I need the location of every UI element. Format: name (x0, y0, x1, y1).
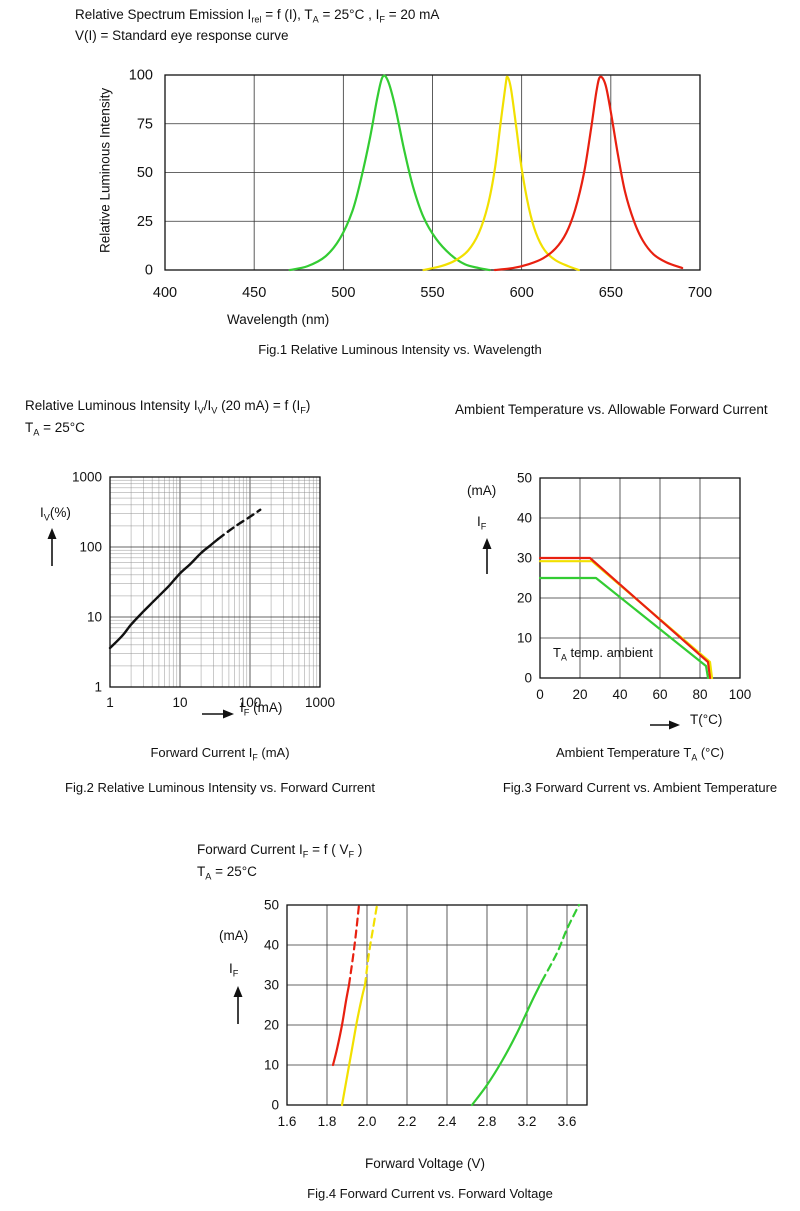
svg-text:1.6: 1.6 (278, 1114, 297, 1129)
svg-text:3.6: 3.6 (558, 1114, 577, 1129)
fig3-current-vs-temperature-chart: 0 20 40 60 80 100 0 10 20 30 40 50 (517, 471, 752, 703)
svg-text:0: 0 (271, 1098, 279, 1113)
svg-text:10: 10 (264, 1058, 279, 1073)
fig2-y-axis-up-arrow-icon (47, 528, 57, 566)
svg-text:1.8: 1.8 (318, 1114, 337, 1129)
fig3-y-axis-unit: (mA) (467, 483, 497, 498)
svg-text:2.0: 2.0 (358, 1114, 377, 1129)
svg-text:600: 600 (510, 285, 534, 301)
svg-text:80: 80 (692, 687, 707, 702)
svg-text:0: 0 (145, 263, 153, 279)
svg-text:100: 100 (129, 68, 153, 84)
fig3-y-axis-symbol: IF (477, 514, 487, 532)
svg-text:40: 40 (612, 687, 627, 702)
fig1-x-axis-label: Wavelength (nm) (227, 312, 330, 327)
svg-text:2.8: 2.8 (478, 1114, 497, 1129)
svg-text:50: 50 (137, 165, 153, 181)
svg-text:400: 400 (153, 285, 177, 301)
fig2-caption: Fig.2 Relative Luminous Intensity vs. Fo… (65, 780, 375, 795)
svg-text:3.2: 3.2 (518, 1114, 537, 1129)
fig4-caption: Fig.4 Forward Current vs. Forward Voltag… (307, 1186, 553, 1201)
svg-text:1000: 1000 (305, 695, 335, 710)
fig3-y-axis-up-arrow-icon (482, 538, 492, 574)
fig1-spectrum-chart: 400 450 500 550 600 650 700 0 25 50 75 100 (129, 68, 712, 302)
fig3-caption: Fig.3 Forward Current vs. Ambient Temper… (502, 780, 778, 795)
svg-text:20: 20 (572, 687, 587, 702)
fig3-x-axis-annotation: T(°C) (690, 712, 723, 727)
svg-text:500: 500 (331, 285, 355, 301)
fig1-title-line1: Relative Spectrum Emission Irel = f (I),… (75, 7, 440, 25)
fig4-current-vs-voltage-chart: 1.6 1.8 2.0 2.2 2.4 2.8 3.2 3.6 0 10 20 30 40 50 (264, 898, 588, 1129)
svg-text:60: 60 (652, 687, 667, 702)
fig2-luminous-vs-current-chart: 1 10 100 1000 1 10 100 1000 (72, 470, 335, 711)
fig1-title-line2: V(I) = Standard eye response curve (75, 28, 289, 43)
svg-text:700: 700 (688, 285, 712, 301)
fig2-x-axis-caption: Forward Current IF (mA) (150, 745, 290, 763)
fig4-x-axis-label: Forward Voltage (V) (364, 1156, 486, 1171)
fig3-plot-annotation: TA temp. ambient (553, 645, 653, 663)
svg-text:650: 650 (599, 285, 623, 301)
svg-text:450: 450 (242, 285, 266, 301)
fig2-x-axis-annotation: IF (mA) (240, 700, 283, 718)
svg-text:2.2: 2.2 (398, 1114, 417, 1129)
fig2-title-line2: TA = 25°C (25, 420, 85, 438)
svg-text:0: 0 (536, 687, 544, 702)
fig4-y-axis-symbol: IF (229, 961, 239, 979)
svg-text:50: 50 (517, 471, 532, 486)
fig3-x-axis-right-arrow-icon (650, 720, 680, 730)
svg-text:10: 10 (87, 610, 102, 625)
fig2-y-axis-annotation: IV(%) (40, 505, 71, 523)
svg-text:50: 50 (264, 898, 279, 913)
svg-text:100: 100 (239, 695, 262, 710)
svg-text:30: 30 (517, 551, 532, 566)
svg-text:100: 100 (729, 687, 752, 702)
fig2-title-line1: Relative Luminous Intensity IV/IV (20 mA… (25, 398, 311, 416)
fig4-y-axis-unit: (mA) (219, 928, 249, 943)
svg-text:10: 10 (172, 695, 187, 710)
svg-text:100: 100 (79, 540, 102, 555)
fig4-title-line2: TA = 25°C (197, 864, 257, 882)
svg-text:2.4: 2.4 (438, 1114, 457, 1129)
svg-text:0: 0 (524, 671, 532, 686)
fig1-caption: Fig.1 Relative Luminous Intensity vs. Wa… (258, 342, 542, 357)
fig4-y-axis-up-arrow-icon (233, 986, 243, 1024)
fig3-header: Ambient Temperature vs. Allowable Forwar… (455, 402, 768, 417)
fig3-x-axis-caption: Ambient Temperature TA (°C) (555, 745, 725, 763)
svg-text:550: 550 (420, 285, 444, 301)
svg-text:1: 1 (94, 680, 102, 695)
svg-text:30: 30 (264, 978, 279, 993)
svg-text:1: 1 (106, 695, 114, 710)
svg-text:75: 75 (137, 116, 153, 132)
svg-text:20: 20 (517, 591, 532, 606)
fig4-title-line1: Forward Current IF = f ( VF ) (197, 842, 363, 860)
fig2-x-axis-right-arrow-icon (202, 709, 234, 719)
svg-text:25: 25 (137, 214, 153, 230)
svg-text:1000: 1000 (72, 470, 102, 485)
svg-text:20: 20 (264, 1018, 279, 1033)
svg-text:40: 40 (517, 511, 532, 526)
svg-text:40: 40 (264, 938, 279, 953)
svg-text:10: 10 (517, 631, 532, 646)
